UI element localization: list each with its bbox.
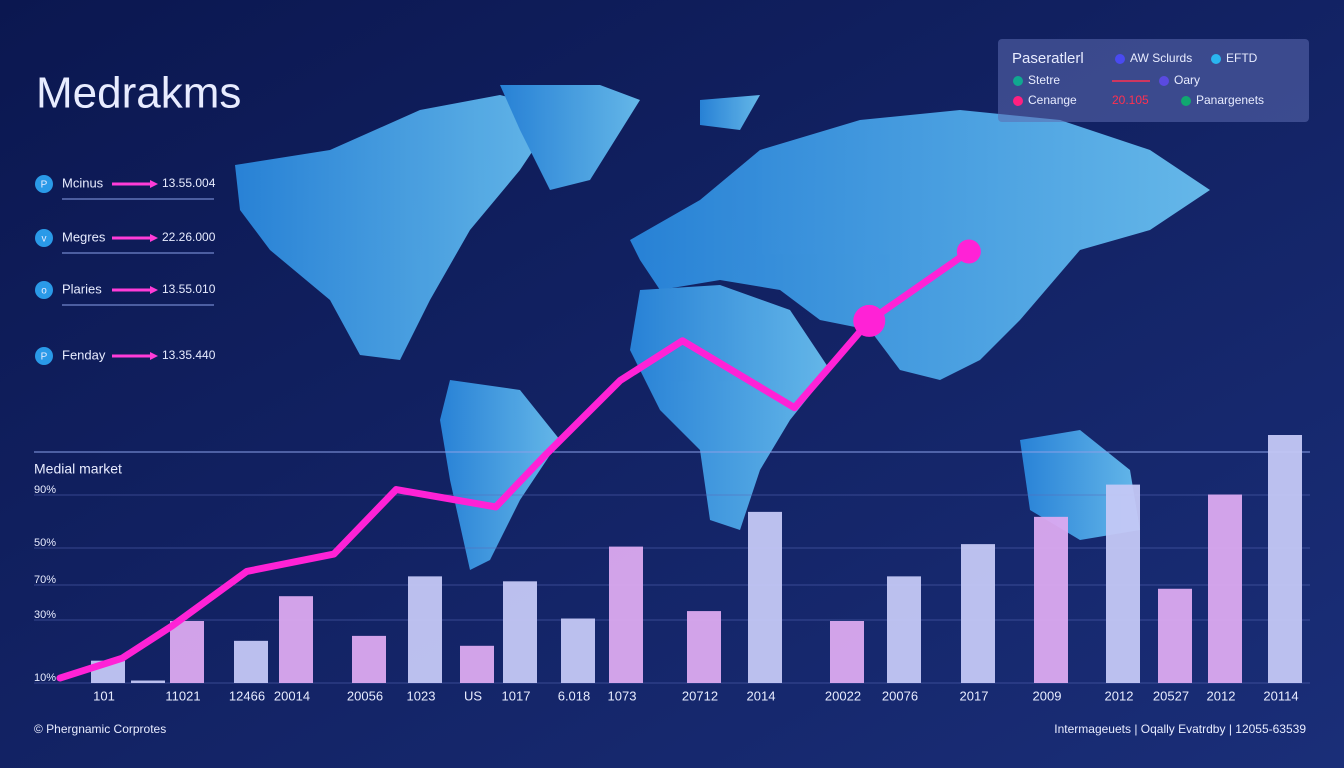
metric-name: Fenday [62, 347, 106, 362]
metric-name: Plaries [62, 281, 102, 296]
y-tick-label: 90% [34, 484, 56, 496]
world-map [235, 85, 1210, 570]
x-tick-label: 20114 [1263, 688, 1298, 703]
bar [170, 621, 204, 683]
bar [352, 635, 386, 683]
bar [561, 618, 595, 683]
bar [1106, 484, 1140, 683]
bar [687, 611, 721, 683]
metric-icon-bg [35, 347, 53, 365]
y-tick-label: 10% [34, 672, 56, 684]
x-tick-label: 2009 [1033, 688, 1062, 703]
legend-label: Stetre [1028, 73, 1060, 87]
legend-swatch [1013, 96, 1023, 106]
metric-arrowhead [150, 234, 158, 242]
metric-value: 22.26.000 [162, 230, 216, 244]
x-tick-label: 101 [93, 688, 115, 703]
x-tick-label: 20022 [825, 688, 861, 703]
bar [1034, 516, 1068, 683]
metric-value: 13.55.004 [162, 176, 216, 190]
x-tick-label: 2014 [747, 688, 776, 703]
metric-icon-bg [35, 229, 53, 247]
legend-box [998, 39, 1309, 122]
legend-title: Paseratlerl [1012, 50, 1084, 67]
x-tick-label: 11021 [165, 688, 200, 703]
bar [503, 581, 537, 683]
x-tick-label: 20712 [682, 688, 718, 703]
x-tick-label: 1017 [502, 688, 531, 703]
x-tick-label: 2012 [1105, 688, 1134, 703]
metric-arrowhead [150, 180, 158, 188]
metric-arrowhead [150, 286, 158, 294]
y-tick-label: 50% [34, 537, 56, 549]
metric-name: Mcinus [62, 175, 104, 190]
x-tick-label: 1073 [608, 688, 637, 703]
bar [887, 576, 921, 683]
y-tick-label: 30% [34, 609, 56, 621]
x-tick-label: 20076 [882, 688, 918, 703]
bar [609, 546, 643, 683]
bar [131, 680, 165, 683]
subtitle: Medial market [34, 461, 122, 477]
bar [830, 621, 864, 683]
x-tick-label: 6.018 [558, 688, 591, 703]
bar [1268, 435, 1302, 683]
legend-label: Cenange [1028, 93, 1077, 107]
legend-swatch [1181, 96, 1191, 106]
metric-icon-bg [35, 281, 53, 299]
x-tick-label: 2012 [1207, 688, 1236, 703]
x-tick-label: 1023 [407, 688, 436, 703]
x-tick-label: 20527 [1153, 688, 1189, 703]
bar [234, 640, 268, 683]
trend-line [56, 247, 973, 682]
bar [1158, 588, 1192, 683]
bar [1208, 494, 1242, 683]
y-tick-label: 70% [34, 574, 56, 586]
x-tick-label: 20056 [347, 688, 383, 703]
bar [460, 645, 494, 683]
x-tick-label: 12466 [229, 688, 265, 703]
bar [748, 511, 782, 683]
metric-icon: o [41, 286, 47, 297]
metric-icon: P [41, 180, 48, 191]
legend-label: AW Sclurds [1130, 51, 1192, 65]
x-tick-label: 2017 [960, 688, 989, 703]
legend-label: 20.105 [1112, 93, 1149, 107]
legend-label: Panargenets [1196, 93, 1264, 107]
footer-right: Intermageuets | Oqally Evatrdby | 12055-… [1054, 722, 1306, 736]
bar [961, 544, 995, 683]
metric-value: 13.35.440 [162, 348, 216, 362]
legend-swatch [1013, 76, 1023, 86]
metric-icon: v [42, 234, 47, 245]
legend-swatch [1159, 76, 1169, 86]
legend-label: EFTD [1226, 51, 1258, 65]
legend-label: Oary [1174, 73, 1200, 87]
legend-swatch [1211, 54, 1221, 64]
bar [408, 576, 442, 683]
metric-icon-bg [35, 175, 53, 193]
legend-swatch [1115, 54, 1125, 64]
footer-left: © Phergnamic Corprotes [34, 722, 166, 736]
metric-name: Megres [62, 229, 106, 244]
metric-arrowhead [150, 352, 158, 360]
chart-title: Medrakms [36, 69, 241, 118]
x-tick-label: US [464, 688, 482, 703]
metric-icon: P [41, 352, 48, 363]
line-marker [956, 239, 981, 264]
bar [279, 596, 313, 683]
x-tick-label: 20014 [274, 688, 310, 703]
metric-value: 13.55.010 [162, 282, 216, 296]
line-marker [853, 304, 886, 337]
